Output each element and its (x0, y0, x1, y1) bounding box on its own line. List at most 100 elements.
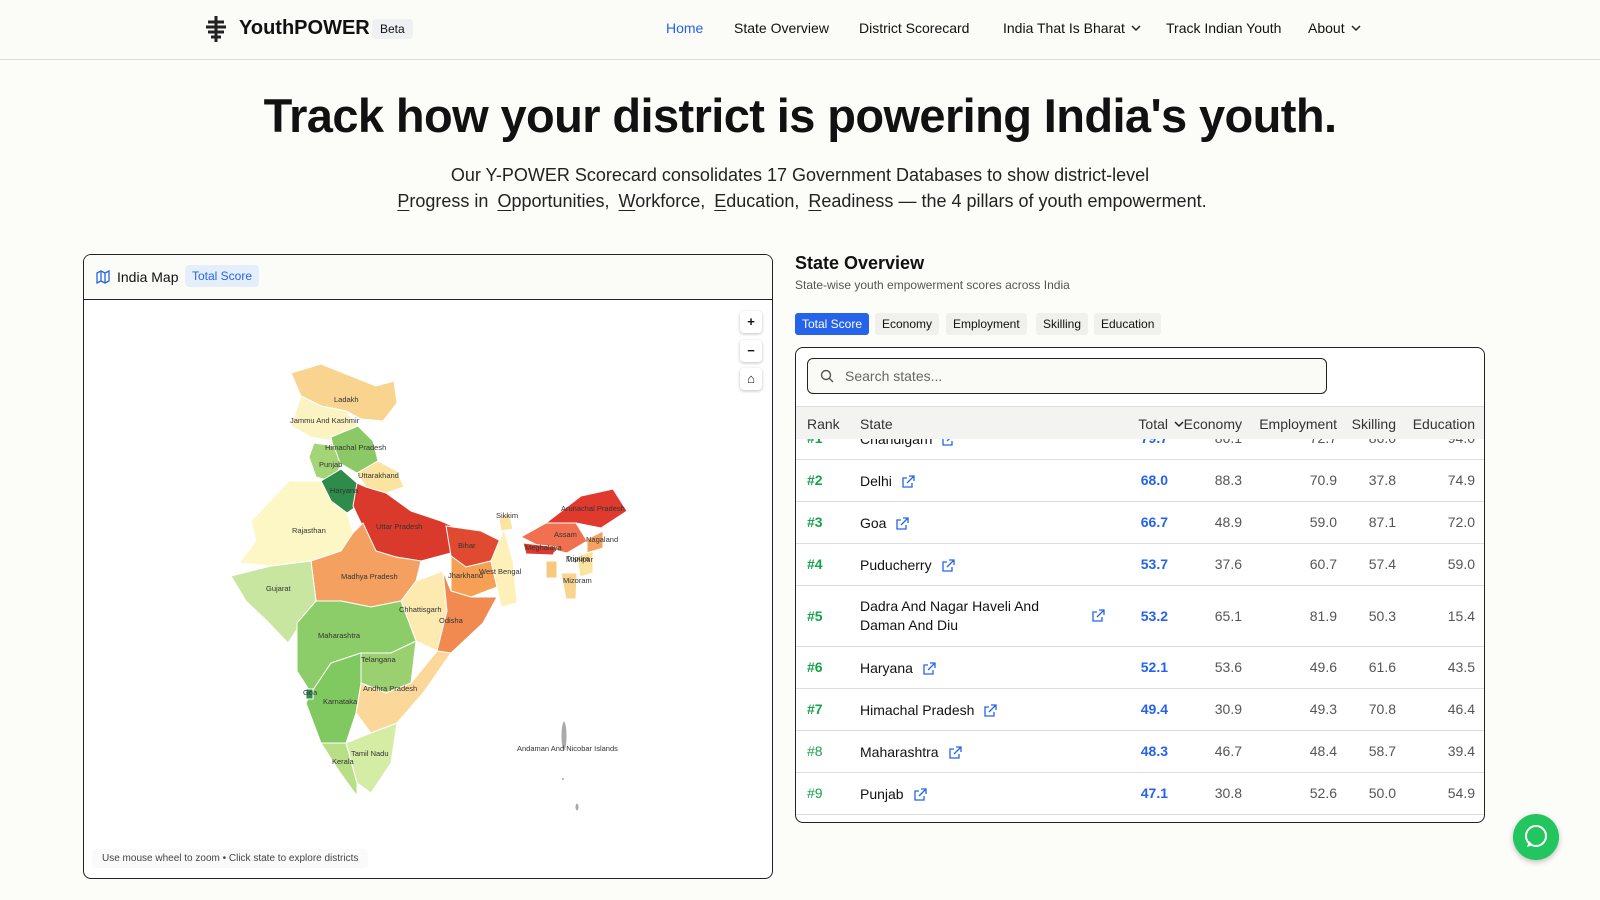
nav-link[interactable]: State Overview (734, 20, 829, 36)
state-name[interactable]: Punjab (860, 786, 904, 802)
total-score: 52.1 (1140, 659, 1168, 675)
state[interactable] (586, 530, 604, 554)
state-cell: Haryana (860, 659, 1105, 678)
pillar-score: 86.0 (1369, 439, 1396, 446)
column-header[interactable]: Education (1412, 416, 1475, 432)
nav-link[interactable]: About (1308, 20, 1361, 36)
column-header[interactable]: Total (1138, 416, 1184, 432)
pillar-rest: ducation, (726, 191, 800, 211)
map-header: India Map Total Score (84, 255, 772, 300)
column-header[interactable]: Employment (1259, 416, 1337, 432)
pillar-score: 65.1 (1214, 607, 1242, 624)
table-row[interactable]: #9 Punjab 47.1 30.8 52.6 50.0 54.9 (796, 773, 1484, 815)
state-name[interactable]: Goa (860, 515, 887, 531)
external-link[interactable] (941, 439, 955, 447)
pillar-score: 74.9 (1447, 472, 1475, 488)
table-row[interactable]: #5 Dadra And Nagar Haveli And Daman And D… (796, 586, 1484, 647)
search-box[interactable]: Search states... (807, 358, 1327, 394)
external-link[interactable] (895, 516, 910, 531)
rank: #5 (807, 607, 823, 624)
state[interactable] (576, 550, 594, 578)
map-panel: India Map Total Score + − ⌂ (83, 254, 773, 879)
table-row[interactable]: #6 Haryana 52.1 53.6 49.6 61.6 43.5 (796, 647, 1484, 689)
state-label: Uttar Pradesh (376, 522, 422, 531)
state[interactable] (498, 512, 514, 532)
state-name[interactable]: Chandigarh (860, 439, 933, 447)
table-row[interactable]: #1 Chandigarh 79.7 86.1 72.7 86.0 94.0 (796, 439, 1484, 460)
pillar-score: 59.0 (1309, 514, 1337, 530)
tab[interactable]: Skilling (1036, 313, 1089, 335)
nav-link[interactable]: Home (666, 20, 703, 36)
external-link[interactable] (1091, 609, 1105, 623)
state-label: Telangana (361, 655, 396, 664)
state-label: Mizoram (563, 576, 592, 585)
external-link[interactable] (941, 558, 955, 573)
pillar-score: 37.8 (1368, 472, 1396, 488)
state[interactable] (305, 652, 362, 744)
map-badge: Total Score (185, 265, 260, 287)
state-label: Sikkim (496, 511, 518, 520)
nav-link[interactable]: District Scorecard (859, 20, 969, 36)
total-score: 47.1 (1140, 785, 1168, 801)
column-header[interactable]: Economy (1183, 416, 1242, 432)
state[interactable] (545, 560, 558, 579)
state-label: Jammu And Kashmir (290, 416, 360, 425)
state[interactable] (436, 570, 498, 654)
pillar-score: 53.6 (1214, 659, 1242, 675)
zoom-in[interactable]: + (740, 311, 762, 333)
column-header[interactable]: Skilling (1351, 416, 1396, 432)
state-cell: Himachal Pradesh (860, 701, 1105, 720)
state[interactable] (522, 542, 558, 556)
external-link[interactable] (983, 703, 998, 718)
tab[interactable]: Economy (875, 313, 940, 335)
state[interactable] (560, 572, 578, 600)
nav-link[interactable]: India That Is Bharat (1003, 20, 1141, 36)
pillar-score: 58.7 (1368, 743, 1396, 759)
nav-link[interactable]: Track Indian Youth (1166, 20, 1281, 36)
tab[interactable]: Employment (946, 313, 1027, 335)
whatsapp-button[interactable] (1513, 814, 1559, 860)
state-name[interactable]: Puducherry (860, 557, 932, 573)
brand[interactable]: YouthPOWER (239, 17, 370, 39)
table-row[interactable]: #7 Himachal Pradesh 49.4 30.9 49.3 70.8 46.4 (796, 689, 1484, 731)
pillar-score: 61.6 (1368, 659, 1396, 675)
state[interactable] (355, 650, 452, 734)
state-label: Odisha (439, 616, 464, 625)
pillar-score: 81.9 (1309, 607, 1337, 624)
pillar-rest: rogress in (409, 191, 489, 211)
state-label: Jharkhand (448, 571, 483, 580)
state-cell: Goa (860, 514, 1105, 533)
table-row[interactable]: #8 Maharashtra 48.3 46.7 48.4 58.7 39.4 (796, 731, 1484, 773)
pillar-score: 60.7 (1309, 556, 1337, 572)
hero-line: Our Y-POWER Scorecard consolidates 17 Go… (450, 165, 1150, 185)
external-link[interactable] (922, 661, 936, 676)
nav-text: India That Is Bharat (1003, 20, 1125, 36)
zoom-out[interactable]: − (740, 340, 762, 362)
rank: #7 (807, 701, 823, 717)
reset-view[interactable]: ⌂ (740, 368, 762, 390)
state-name[interactable]: Haryana (860, 660, 913, 676)
pillar-score: 88.3 (1214, 472, 1242, 488)
table-row[interactable]: #4 Puducherry 53.7 37.6 60.7 57.4 59.0 (796, 544, 1484, 586)
external-link[interactable] (901, 474, 915, 489)
state[interactable] (305, 688, 314, 700)
state-name[interactable]: Himachal Pradesh (860, 702, 975, 718)
pillar-score: 49.3 (1309, 701, 1337, 717)
table-row[interactable]: #2 Delhi 68.0 88.3 70.9 37.8 74.9 (796, 460, 1484, 502)
state[interactable] (320, 742, 358, 798)
state-name[interactable]: Maharashtra (860, 744, 939, 760)
total-score: 48.3 (1140, 743, 1168, 759)
tab[interactable]: Total Score (795, 313, 870, 335)
table-row[interactable]: #3 Goa 66.7 48.9 59.0 87.1 72.0 (796, 502, 1484, 544)
tab[interactable]: Education (1094, 313, 1162, 335)
hero-title: Track how your district is powering Indi… (263, 89, 1337, 142)
external-link[interactable] (948, 745, 962, 760)
state-name[interactable]: Delhi (860, 473, 892, 489)
state-name[interactable]: Dadra And Nagar Haveli And Daman And Diu (860, 598, 1039, 633)
state-cell: Punjab (860, 785, 1105, 804)
external-link[interactable] (913, 787, 927, 802)
pillar-score: 70.8 (1368, 701, 1396, 717)
pillar-rest: eadiness (821, 191, 894, 211)
pillar-score: 30.8 (1214, 785, 1242, 801)
state-label: Tamil Nadu (351, 749, 389, 758)
